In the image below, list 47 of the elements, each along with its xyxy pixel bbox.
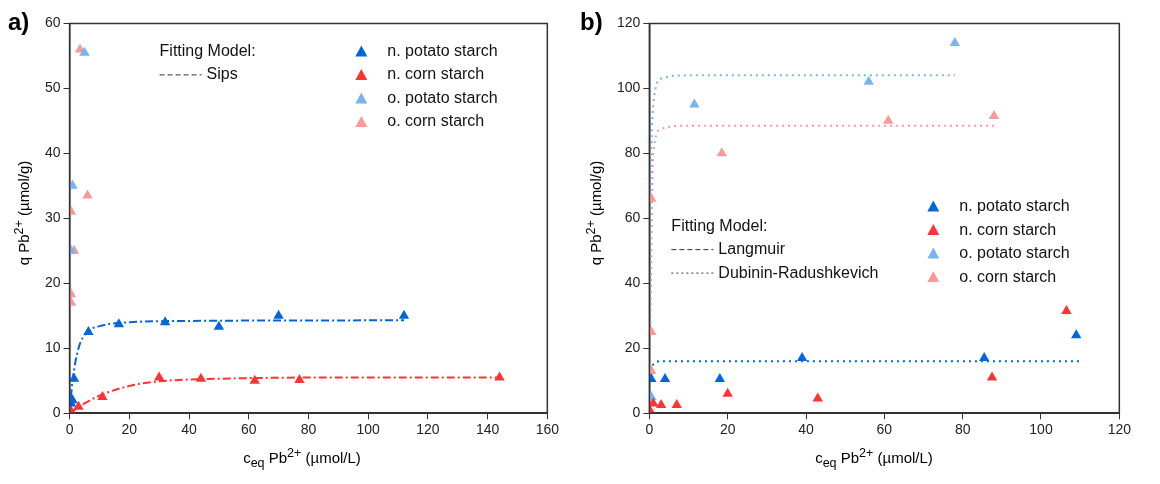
legend-label: o. corn starch bbox=[959, 267, 1057, 285]
legend-label: o. potato starch bbox=[959, 244, 1070, 262]
x-tick-label: 40 bbox=[181, 421, 198, 438]
x-tick-label: 40 bbox=[798, 421, 815, 438]
x-tick-label: 80 bbox=[954, 421, 971, 438]
annotation: Langmuir bbox=[718, 240, 786, 257]
y-tick-label: 50 bbox=[44, 79, 61, 96]
y-tick-label: 10 bbox=[44, 339, 61, 356]
y-tick-label: 100 bbox=[617, 79, 641, 96]
annotation: Dubinin-Radushkevich bbox=[718, 263, 879, 281]
x-tick-label: 100 bbox=[1029, 421, 1053, 438]
chart-title: b) bbox=[580, 8, 603, 36]
legend-label: n. potato starch bbox=[387, 41, 498, 59]
y-tick-label: 60 bbox=[624, 209, 641, 226]
x-tick-label: 80 bbox=[300, 421, 317, 438]
y-tick-label: 30 bbox=[44, 209, 61, 226]
x-tick-label: 100 bbox=[356, 421, 381, 438]
x-tick-label: 0 bbox=[645, 421, 654, 438]
x-axis-title: c$_{eq}$ Pb$^{2+}$ (µmol/L) bbox=[814, 446, 934, 470]
x-tick-label: 140 bbox=[475, 421, 500, 438]
legend-label: n. potato starch bbox=[959, 197, 1070, 215]
y-tick-label: 0 bbox=[52, 404, 61, 421]
annotation: Fitting Model: bbox=[671, 216, 768, 234]
x-tick-label: 120 bbox=[1107, 421, 1132, 438]
x-tick-label: 160 bbox=[535, 421, 560, 438]
y-tick-label: 40 bbox=[44, 144, 61, 161]
x-tick-label: 60 bbox=[876, 421, 893, 438]
chart-title: a) bbox=[8, 8, 30, 36]
x-tick-label: 0 bbox=[65, 421, 74, 438]
x-axis-title: c$_{eq}$ Pb$^{2+}$ (µmol/L) bbox=[242, 446, 362, 470]
legend-label: n. corn starch bbox=[959, 220, 1057, 238]
x-tick-label: 20 bbox=[121, 421, 138, 438]
x-tick-label: 60 bbox=[240, 421, 257, 438]
legend-label: o. potato starch bbox=[387, 88, 498, 106]
y-tick-label: 40 bbox=[624, 274, 641, 291]
y-tick-label: 20 bbox=[624, 339, 641, 356]
y-tick-label: 20 bbox=[44, 274, 61, 291]
y-tick-label: 0 bbox=[632, 404, 641, 421]
x-tick-label: 20 bbox=[719, 421, 736, 438]
legend-label: n. corn starch bbox=[387, 65, 485, 83]
x-tick-label: 120 bbox=[416, 421, 440, 438]
legend-label: o. corn starch bbox=[387, 112, 485, 130]
y-tick-label: 80 bbox=[624, 144, 641, 161]
y-tick-label: 60 bbox=[44, 14, 61, 31]
annotation: Fitting Model: bbox=[159, 41, 256, 59]
annotation: Sips bbox=[206, 65, 238, 83]
y-tick-label: 120 bbox=[617, 14, 641, 31]
